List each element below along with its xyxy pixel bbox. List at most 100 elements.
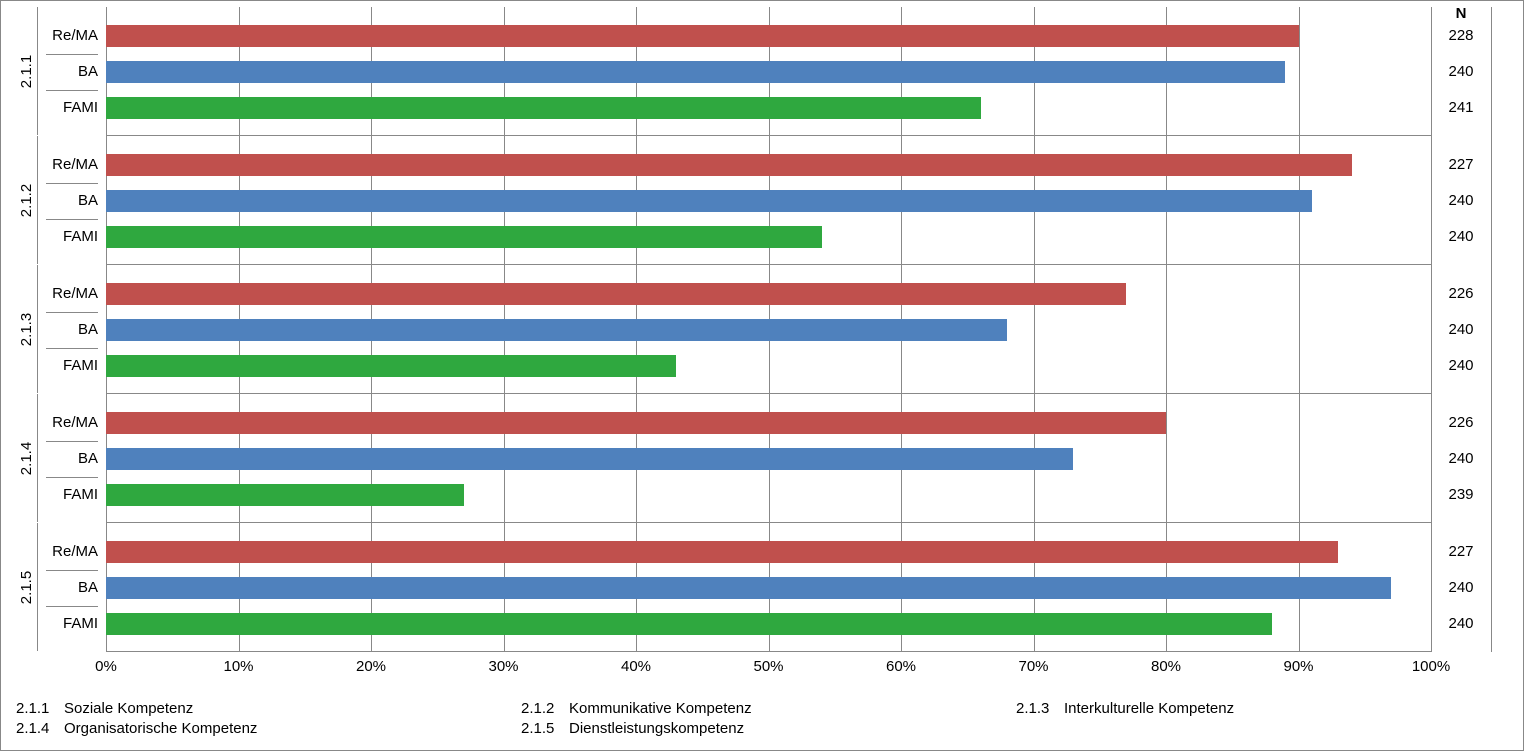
chart-row: FAMI239 [106,484,1431,506]
row-divider [46,90,98,91]
chart-group: 2.1.1Re/MA228BA240FAMI241 [106,7,1431,136]
legend-key: 2.1.5 [521,720,569,737]
group-label-container: 2.1.1 [16,7,38,135]
bar [106,283,1126,305]
bar [106,412,1166,434]
n-value: 240 [1431,613,1491,635]
legend-key: 2.1.3 [1016,700,1064,717]
legend-item: 2.1.1Soziale Kompetenz [16,700,193,717]
row-label: FAMI [46,226,98,248]
row-divider [46,54,98,55]
chart-group: 2.1.3Re/MA226BA240FAMI240 [106,265,1431,394]
n-value: 240 [1431,448,1491,470]
legend-key: 2.1.1 [16,700,64,717]
row-label: Re/MA [46,25,98,47]
legend-key: 2.1.2 [521,700,569,717]
chart-row: Re/MA226 [106,412,1431,434]
legend-item: 2.1.5Dienstleistungskompetenz [521,720,744,737]
n-value: 240 [1431,61,1491,83]
bar [106,484,464,506]
n-value: 239 [1431,484,1491,506]
bar [106,541,1338,563]
legend-text: Organisatorische Kompetenz [64,720,257,737]
bar [106,97,981,119]
row-divider [46,312,98,313]
group-label-container: 2.1.2 [16,136,38,264]
legend-text: Interkulturelle Kompetenz [1064,700,1234,717]
legend-text: Soziale Kompetenz [64,700,193,717]
legend-row: 2.1.1Soziale Kompetenz 2.1.2Kommunikative… [16,700,1508,720]
x-tick-label: 50% [753,658,783,675]
row-divider [46,441,98,442]
row-label: Re/MA [46,541,98,563]
row-divider [46,348,98,349]
legend-text: Dienstleistungskompetenz [569,720,744,737]
row-label: FAMI [46,97,98,119]
plot-area: 0%10%20%30%40%50%60%70%80%90%100%N2.1.1R… [106,7,1431,652]
n-value: 240 [1431,226,1491,248]
group-label-container: 2.1.4 [16,394,38,522]
chart-row: BA240 [106,448,1431,470]
chart-row: Re/MA228 [106,25,1431,47]
n-value: 227 [1431,541,1491,563]
legend-text: Kommunikative Kompetenz [569,700,752,717]
chart-group: 2.1.5Re/MA227BA240FAMI240 [106,523,1431,652]
n-value: 226 [1431,412,1491,434]
x-tick-label: 60% [886,658,916,675]
chart-row: Re/MA227 [106,541,1431,563]
n-value: 227 [1431,154,1491,176]
group-label: 2.1.2 [18,183,35,216]
bar [106,61,1285,83]
x-tick-label: 80% [1151,658,1181,675]
chart-row: FAMI240 [106,355,1431,377]
row-divider [46,570,98,571]
legend-item: 2.1.2Kommunikative Kompetenz [521,700,752,717]
legend-item: 2.1.3Interkulturelle Kompetenz [1016,700,1234,717]
row-label: Re/MA [46,412,98,434]
row-label: Re/MA [46,154,98,176]
x-tick-label: 30% [488,658,518,675]
row-divider [46,219,98,220]
n-value: 240 [1431,319,1491,341]
x-tick-label: 0% [95,658,117,675]
n-col-border [1491,7,1492,652]
bar [106,613,1272,635]
chart-row: FAMI240 [106,613,1431,635]
row-label: FAMI [46,613,98,635]
n-value: 241 [1431,97,1491,119]
chart-row: Re/MA227 [106,154,1431,176]
chart-legend: 2.1.1Soziale Kompetenz 2.1.2Kommunikative… [16,700,1508,740]
row-divider [46,477,98,478]
group-label: 2.1.4 [18,441,35,474]
bar [106,319,1007,341]
chart-group: 2.1.2Re/MA227BA240FAMI240 [106,136,1431,265]
row-label: BA [46,577,98,599]
bar [106,448,1073,470]
chart-row: FAMI240 [106,226,1431,248]
row-label: FAMI [46,355,98,377]
n-value: 240 [1431,577,1491,599]
x-tick-label: 90% [1283,658,1313,675]
legend-item: 2.1.4Organisatorische Kompetenz [16,720,257,737]
chart-row: FAMI241 [106,97,1431,119]
chart-area: 0%10%20%30%40%50%60%70%80%90%100%N2.1.1R… [16,7,1508,690]
chart-group: 2.1.4Re/MA226BA240FAMI239 [106,394,1431,523]
n-value: 228 [1431,25,1491,47]
chart-row: Re/MA226 [106,283,1431,305]
n-value: 226 [1431,283,1491,305]
chart-frame: 0%10%20%30%40%50%60%70%80%90%100%N2.1.1R… [0,0,1524,751]
legend-row: 2.1.4Organisatorische Kompetenz 2.1.5Dien… [16,720,1508,740]
x-tick-label: 20% [356,658,386,675]
group-label: 2.1.3 [18,312,35,345]
x-tick-label: 40% [621,658,651,675]
bar [106,190,1312,212]
group-label: 2.1.1 [18,54,35,87]
n-column-header: N [1431,5,1491,22]
group-label-container: 2.1.3 [16,265,38,393]
bar [106,25,1299,47]
row-label: Re/MA [46,283,98,305]
x-tick-label: 100% [1412,658,1450,675]
row-label: BA [46,448,98,470]
row-divider [46,183,98,184]
bar [106,226,822,248]
